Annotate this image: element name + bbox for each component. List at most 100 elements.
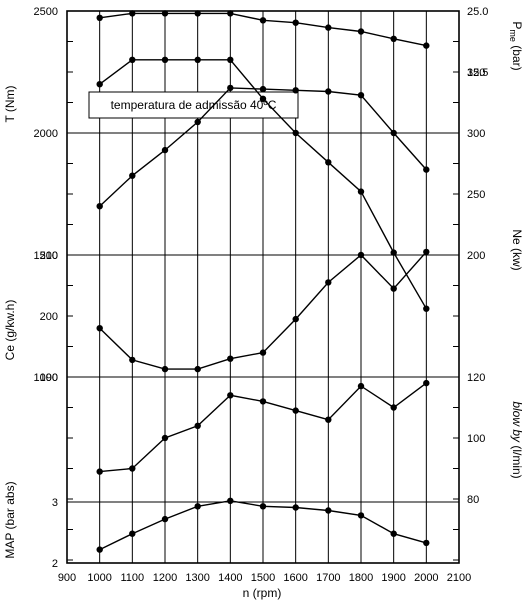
data-point: [96, 325, 103, 332]
x-tick-label: 1700: [316, 572, 340, 584]
data-point: [259, 17, 267, 24]
x-tick-label: 1500: [251, 572, 275, 584]
data-point: [423, 166, 430, 173]
data-point: [390, 249, 397, 256]
data-point: [259, 503, 267, 510]
data-point: [423, 539, 430, 547]
data-point: [423, 305, 430, 312]
y2-tick-label: 25.0: [467, 6, 488, 18]
data-point: [227, 497, 234, 504]
data-point: [194, 118, 201, 126]
annotation-text: temperatura de admissão 40ºC: [111, 98, 277, 112]
data-point: [194, 56, 201, 63]
data-point: [129, 465, 136, 472]
data-point: [161, 515, 169, 523]
x-tick-label: 1600: [283, 572, 307, 584]
x-axis-title: n (rpm): [243, 586, 282, 600]
data-point: [390, 129, 397, 137]
x-tick-label: 1400: [218, 572, 242, 584]
data-point: [357, 28, 365, 35]
data-point: [390, 404, 397, 411]
data-point: [161, 365, 169, 373]
x-tick-label: 1100: [121, 572, 145, 584]
data-point: [227, 84, 234, 92]
y-tick-label: 3: [52, 497, 58, 509]
data-point: [259, 95, 267, 103]
data-point: [227, 355, 234, 362]
data-point: [357, 251, 365, 259]
blowby-label-unit: (l/min): [510, 442, 523, 479]
y2-tick-label: 300: [467, 128, 485, 140]
pme-label-sub: me: [508, 29, 518, 42]
y2-tick-label: 200: [467, 250, 485, 262]
x-tick-label: 2000: [414, 572, 438, 584]
data-point: [194, 10, 201, 17]
data-point: [325, 24, 332, 31]
y-axis-ticks: 1000 1500 2000 2500 190 200 210 2 3 12.5 25.0 200 25…: [34, 6, 489, 570]
y-tick-label: 210: [40, 250, 58, 262]
data-point: [292, 87, 299, 94]
y-tick-label: 2: [52, 558, 58, 570]
y-tick-label: 190: [40, 372, 58, 384]
data-point: [390, 35, 397, 42]
pme-label-unit: (bar): [510, 42, 523, 71]
data-point: [292, 504, 299, 511]
x-tick-label: 1200: [153, 572, 177, 584]
data-point: [194, 503, 201, 510]
data-point: [161, 56, 169, 63]
data-point: [423, 42, 430, 49]
plot-border: [66, 10, 460, 564]
y2-tick-label: 100: [467, 433, 485, 445]
y-tick-label: 2500: [34, 6, 58, 18]
pme-label-main: P: [510, 21, 523, 29]
x-tick-label: 2100: [447, 572, 471, 584]
data-point: [357, 188, 365, 195]
data-point: [259, 349, 267, 356]
x-tick-label: 900: [58, 572, 76, 584]
data-point: [390, 530, 397, 537]
data-point: [259, 398, 267, 405]
data-point: [357, 512, 365, 519]
y-axis-title-ce: Ce (g/kw.h): [3, 300, 17, 361]
data-point: [227, 56, 234, 63]
y-axis-title-map: MAP (bar abs): [3, 481, 17, 558]
y-tick-label: 1000: [34, 372, 58, 384]
x-tick-label: 1000: [87, 572, 111, 584]
data-point: [357, 92, 365, 99]
data-point: [194, 422, 201, 429]
data-point: [292, 19, 299, 26]
data-point: [161, 434, 169, 442]
y-axis-title-torque: T (Nm): [3, 85, 17, 122]
data-point: [96, 468, 103, 475]
x-tick-label: 1800: [349, 572, 373, 584]
data-point: [292, 129, 299, 137]
data-point: [259, 85, 267, 93]
y-tick-label: 1500: [34, 250, 58, 262]
data-point: [96, 203, 103, 210]
y2-axis-title-blowby: blow by (l/min): [510, 401, 523, 478]
data-point: [325, 88, 332, 95]
data-point: [129, 10, 136, 17]
y2-tick-label: 12.5: [467, 67, 488, 79]
y-tick-label: 200: [40, 311, 58, 323]
data-point: [161, 146, 169, 154]
x-tick-label: 1900: [381, 572, 405, 584]
y2-tick-label: 120: [467, 372, 485, 384]
y-tick-label: 2000: [34, 128, 58, 140]
data-point: [129, 356, 136, 364]
data-point: [96, 14, 103, 21]
data-point: [96, 81, 103, 88]
plot-frame: [66, 10, 460, 564]
y2-axis-title-pme: Pme (bar): [508, 21, 523, 70]
data-point: [325, 279, 332, 286]
y2-tick-label: 350: [467, 67, 485, 79]
y2-tick-label: 250: [467, 189, 485, 201]
data-point: [325, 416, 332, 423]
data-point: [423, 248, 430, 256]
data-point: [292, 315, 299, 323]
y2-axis-title-ne: Ne (kw): [510, 229, 523, 270]
x-tick-label: 1300: [185, 572, 209, 584]
data-point: [129, 172, 136, 179]
data-point: [227, 10, 234, 17]
